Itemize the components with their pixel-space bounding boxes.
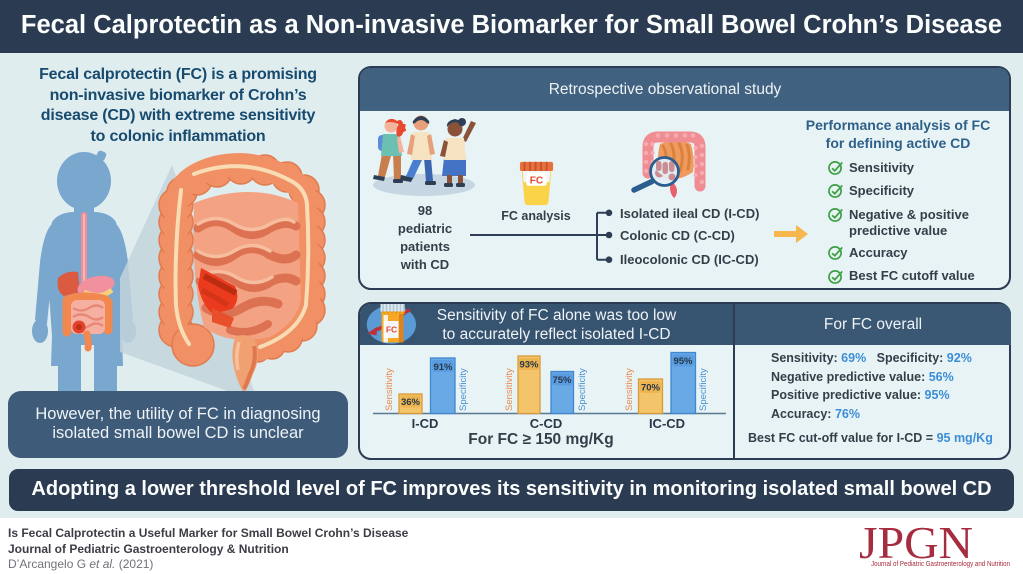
svg-text:C-CD: C-CD [530, 416, 563, 431]
svg-text:IC-CD: IC-CD [649, 416, 685, 431]
svg-text:93%: 93% [519, 360, 539, 371]
svg-text:JPGN: JPGN [859, 518, 973, 568]
svg-text:95%: 95% [673, 356, 693, 367]
svg-text:Sensitivity: Sensitivity [624, 368, 635, 411]
svg-text:75%: 75% [552, 375, 572, 386]
svg-text:Specificity: Specificity [577, 368, 588, 411]
svg-text:70%: 70% [641, 383, 661, 394]
svg-text:Specificity: Specificity [458, 368, 469, 411]
svg-text:Sensitivity: Sensitivity [504, 368, 515, 411]
svg-text:Journal of Pediatric Gastroent: Journal of Pediatric Gastroenterology an… [871, 561, 1010, 568]
svg-text:I-CD: I-CD [412, 416, 439, 431]
svg-text:Specificity: Specificity [698, 368, 709, 411]
svg-text:36%: 36% [401, 397, 421, 408]
svg-text:FC: FC [386, 325, 397, 335]
svg-text:Sensitivity: Sensitivity [384, 368, 395, 411]
svg-text:91%: 91% [433, 362, 453, 373]
svg-text:FC: FC [530, 175, 544, 186]
